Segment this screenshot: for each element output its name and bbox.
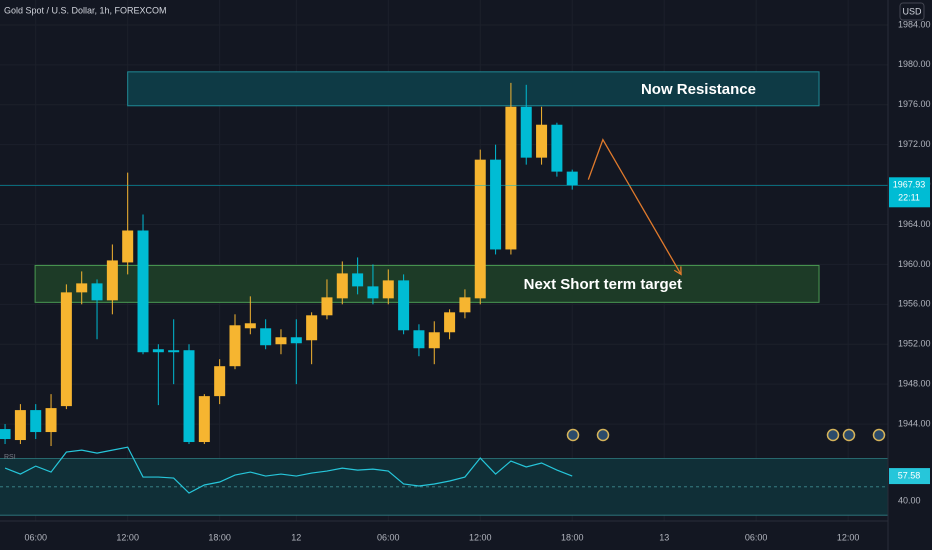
x-tick-label: 06:00 [24,532,47,542]
arrow-head [673,266,682,276]
arrow [587,138,682,275]
x-tick-label: 18:00 [208,532,231,542]
candle-body [14,410,26,441]
y-tick-label: 1984.00 [898,19,931,29]
rsi-tick-label: 40.00 [898,495,921,505]
candle-body [122,230,134,263]
rsi-last-label: 57.58 [898,470,921,480]
plot: Now Resistance Next Short term target [0,71,888,516]
countdown: 22:11 [898,193,920,203]
candle-body [214,366,226,397]
candle-body [91,283,103,301]
event-icon[interactable] [872,428,886,442]
chart-title: Gold Spot / U.S. Dollar, 1h, FOREXCOM [4,5,167,15]
y-tick-label: 1948.00 [898,379,931,389]
y-tick-label: 1980.00 [898,59,931,69]
candle-body [183,350,195,443]
rsi-line [4,446,573,494]
last-price-box [889,177,930,208]
event-icon[interactable] [842,428,856,442]
candle-body [137,230,149,353]
currency-box[interactable] [899,2,925,21]
zone-label: Now Resistance [641,81,756,98]
event-icon[interactable] [826,428,840,442]
candle-body [275,337,287,345]
candle-body [459,297,471,313]
candle-body [45,408,57,433]
candle-body [198,396,210,443]
rsi-title: RSI [4,454,16,461]
candle-body [490,159,502,250]
candle-body [60,292,72,407]
x-tick-label: 18:00 [561,532,584,542]
y-tick-label: 1976.00 [898,99,931,109]
candle-body [551,124,563,172]
currency[interactable]: USD [902,6,922,16]
candle-body [229,325,241,367]
last-price-label: 1967.93 [893,180,926,190]
candle-body [352,273,364,287]
candle-body [444,312,456,333]
candle-body [474,159,486,299]
x-tick-label: 12:00 [116,532,139,542]
candle-body [505,106,517,250]
candle-body [152,349,164,353]
candle-body [336,273,348,299]
candle-body [367,286,379,299]
y-tick-label: 1972.00 [898,139,931,149]
y-tick-label: 1956.00 [898,299,931,309]
candle-body [321,297,333,316]
candle-body [168,350,180,353]
x-tick-label: 06:00 [745,532,768,542]
y-tick-label: 1952.00 [898,339,931,349]
candle-body [260,328,272,346]
x-tick-label: 12:00 [469,532,492,542]
zone [34,264,820,303]
candle-body [106,260,118,301]
candle-body [0,429,11,440]
y-tick-label: 1960.00 [898,259,931,269]
zone-label: Next Short term target [524,276,682,293]
event-icon[interactable] [596,428,610,442]
candle-body [566,171,578,186]
candle-body [30,410,42,433]
x-tick-label: 12:00 [837,532,860,542]
candle-body [382,280,394,299]
candle-body [428,332,440,349]
candle-body [520,106,532,158]
candle-body [413,330,425,349]
x-tick-label: 12 [291,532,301,542]
zone [127,71,820,107]
rsi-last-box [889,468,930,485]
candle-body [306,315,318,341]
event-icons[interactable] [566,428,886,442]
candle-body [244,323,256,329]
y-tick-label: 1944.00 [898,418,931,428]
candle-body [76,283,88,293]
x-tick-label: 13 [659,532,669,542]
y-tick-label: 1964.00 [898,219,931,229]
candle-body [536,124,548,158]
x-tick-label: 06:00 [377,532,400,542]
candle-body [290,337,302,344]
event-icon[interactable] [566,428,580,442]
candle-body [398,280,410,331]
